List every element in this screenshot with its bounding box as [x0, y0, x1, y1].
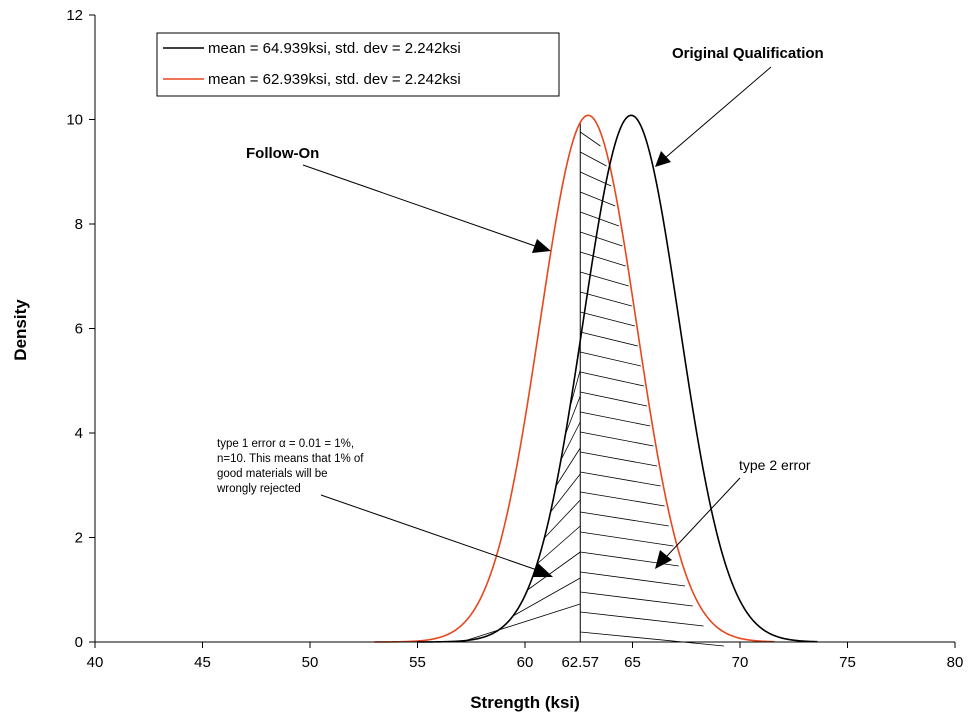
- arrowhead-follow-on: [532, 239, 551, 253]
- type2-hatch-line: [580, 611, 704, 627]
- annotation-original-qualification: Original Qualification: [672, 45, 824, 62]
- type2-hatch-line: [580, 291, 632, 307]
- type2-hatch-line: [580, 371, 644, 387]
- type1-hatch-line: [512, 577, 581, 617]
- annotation-follow-on: Follow-On: [246, 145, 319, 162]
- y-tick-label: 12: [66, 7, 83, 24]
- y-tick-label: 0: [75, 634, 83, 651]
- arrowhead-type1: [533, 563, 553, 577]
- type2-hatch-line: [580, 571, 686, 587]
- type2-hatch-line: [580, 311, 635, 327]
- type2-hatch-line: [580, 231, 623, 247]
- x-tick-label: 65: [624, 654, 641, 671]
- x-axis-title: Strength (ksi): [470, 693, 580, 712]
- x-tick-label: 40: [87, 654, 104, 671]
- arrowhead-original-qualification: [655, 151, 671, 167]
- arrow-type2: [666, 477, 741, 557]
- x-tick-label: 55: [409, 654, 426, 671]
- type1-hatch-line: [555, 447, 581, 487]
- type2-hatch-line: [580, 191, 616, 207]
- annotation-type1-line3: good materials will be: [217, 468, 328, 480]
- type2-hatch-region: [580, 131, 724, 647]
- type2-hatch-line: [580, 451, 658, 467]
- arrow-type1: [320, 494, 538, 571]
- type2-hatch-line: [580, 131, 601, 147]
- type1-hatch-line: [550, 473, 581, 513]
- y-tick-label: 8: [75, 216, 83, 233]
- type1-hatch-line: [565, 395, 581, 435]
- x-tick-label: 60: [517, 654, 534, 671]
- y-axis-title: Density: [11, 299, 30, 361]
- type2-hatch-line: [580, 391, 648, 407]
- type1-hatch-region: [461, 340, 581, 643]
- x-tick-label: 75: [839, 654, 856, 671]
- legend-label-original: mean = 64.939ksi, std. dev = 2.242ksi: [208, 40, 461, 57]
- type1-hatch-line: [527, 551, 581, 591]
- type2-hatch-line: [580, 491, 665, 507]
- type2-hatch-line: [580, 631, 724, 647]
- arrow-follow-on: [302, 164, 536, 247]
- type1-hatch-line: [544, 499, 581, 539]
- type2-hatch-line: [580, 431, 654, 447]
- legend: mean = 64.939ksi, std. dev = 2.242ksi me…: [156, 32, 560, 97]
- type2-hatch-line: [580, 411, 651, 427]
- x-tick-label: 50: [302, 654, 319, 671]
- arrow-original-qualification: [664, 66, 772, 159]
- y-ticks: 0 2 4 6 8 10 12: [66, 7, 95, 651]
- type2-hatch-line: [580, 271, 629, 287]
- y-tick-label: 10: [66, 112, 83, 129]
- type2-hatch-line: [580, 351, 641, 367]
- x-ticks: 40 45 50 55 60 65 70 75 80: [87, 642, 964, 671]
- x-tick-label: 70: [732, 654, 749, 671]
- type2-hatch-line: [580, 471, 661, 487]
- type1-hatch-line: [560, 421, 581, 461]
- type2-hatch-line: [580, 531, 674, 547]
- legend-label-followon: mean = 62.939ksi, std. dev = 2.242ksi: [208, 71, 461, 88]
- series-original-curve: [417, 114, 818, 643]
- type2-hatch-line: [580, 151, 607, 167]
- annotation-type1-line4: wrongly rejected: [216, 483, 301, 495]
- y-tick-label: 4: [75, 425, 83, 442]
- type2-hatch-line: [580, 511, 669, 527]
- series-followon-curve: [374, 114, 775, 643]
- type1-hatch-line: [536, 525, 581, 565]
- annotation-type1-line1: type 1 error α = 0.01 = 1%,: [217, 438, 354, 450]
- type1-hatch-line: [461, 603, 581, 643]
- x-tick-label: 45: [194, 654, 211, 671]
- annotation-type1-line2: n=10. This means that 1% of: [217, 453, 364, 465]
- y-tick-label: 2: [75, 530, 83, 547]
- type2-hatch-line: [580, 591, 693, 607]
- type2-hatch-line: [580, 331, 638, 347]
- x-tick-label: 80: [947, 654, 964, 671]
- y-tick-label: 6: [75, 321, 83, 338]
- type2-hatch-line: [580, 251, 626, 267]
- arrowhead-type2: [655, 550, 672, 569]
- critical-value-label: 62.57: [561, 654, 599, 671]
- annotation-type2: type 2 error: [739, 457, 811, 473]
